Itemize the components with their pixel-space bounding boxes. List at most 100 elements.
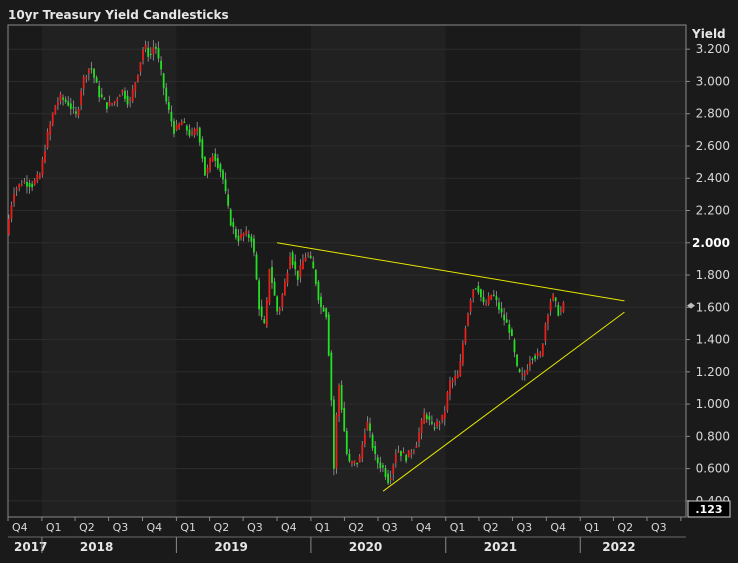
candle-body	[111, 103, 113, 105]
candle-body	[278, 308, 281, 312]
candle-body	[503, 314, 506, 321]
candle-body	[155, 46, 157, 49]
candle-body	[539, 353, 542, 356]
year-band	[41, 25, 177, 517]
x-quarter-label: Q4	[550, 521, 566, 534]
candle-body	[116, 99, 119, 102]
candle-body	[449, 380, 451, 395]
candle-body	[20, 184, 23, 186]
y-tick-label: 3.000	[696, 74, 730, 88]
candle-body	[18, 183, 21, 188]
candle-body	[454, 376, 457, 381]
candle-body	[72, 107, 75, 109]
candle-body	[283, 282, 286, 296]
candle-body	[345, 430, 348, 454]
candle-body	[178, 123, 181, 129]
candle-body	[118, 95, 121, 97]
candle-body	[384, 468, 387, 478]
y-tick-label: 2.800	[696, 107, 730, 121]
candle-body	[204, 156, 206, 176]
candle-body	[33, 180, 36, 185]
candle-body	[482, 297, 485, 303]
candle-body	[224, 179, 227, 192]
candle-body	[38, 174, 41, 179]
candle-body	[31, 183, 34, 188]
candle-body	[302, 260, 304, 270]
x-quarter-label: Q3	[113, 521, 129, 534]
candle-body	[139, 62, 142, 72]
candle-body	[162, 73, 165, 89]
candle-body	[387, 473, 389, 484]
x-year-label: 2021	[484, 540, 517, 554]
candle-body	[500, 308, 503, 313]
candle-body	[136, 74, 139, 82]
candle-body	[549, 301, 552, 312]
candle-body	[526, 369, 529, 374]
corner-label: .123	[695, 503, 722, 516]
candle-body	[193, 128, 196, 136]
candle-body	[173, 121, 175, 134]
x-quarter-label: Q2	[79, 521, 95, 534]
candle-body	[126, 95, 129, 105]
candle-body	[441, 414, 444, 421]
candle-body	[327, 314, 330, 356]
candle-body	[547, 315, 549, 324]
candle-body	[216, 157, 219, 168]
candle-body	[559, 310, 562, 313]
candle-body	[307, 254, 310, 256]
corner-box	[687, 500, 731, 518]
x-quarter-label: Q2	[214, 521, 230, 534]
candle-body	[314, 269, 317, 284]
candle-body	[423, 413, 426, 424]
y-tick-label: 2.600	[696, 139, 730, 153]
chart-title: 10yr Treasury Yield Candlesticks	[8, 8, 229, 22]
candle-body	[513, 339, 516, 353]
candle-body	[49, 123, 52, 135]
x-quarter-label: Q4	[416, 521, 432, 534]
candle-body	[443, 411, 446, 419]
candle-body	[90, 68, 93, 70]
y-tick-label: 2.200	[696, 204, 730, 218]
candle-body	[552, 294, 555, 301]
candle-body	[356, 462, 359, 465]
candle-body	[214, 153, 217, 161]
candle-body	[382, 465, 384, 468]
y-tick-label: 1.000	[696, 397, 730, 411]
candle-body	[268, 269, 271, 303]
candle-body	[36, 174, 39, 182]
candle-body	[412, 450, 415, 453]
candle-body	[240, 233, 242, 239]
candle-body	[175, 124, 178, 131]
candle-body	[325, 308, 328, 318]
candle-body	[234, 228, 237, 238]
candle-body	[379, 462, 382, 469]
candle-body	[46, 131, 49, 148]
candle-body	[100, 94, 103, 98]
candle-body	[415, 445, 418, 448]
candle-body	[371, 434, 374, 449]
candle-body	[523, 373, 526, 376]
candle-body	[474, 288, 477, 290]
candle-body	[245, 230, 248, 235]
candle-body	[82, 76, 85, 89]
candle-body	[469, 300, 472, 312]
candle-body	[232, 222, 235, 228]
candle-body	[41, 159, 44, 176]
candle-body	[369, 423, 371, 431]
candle-body	[28, 182, 31, 187]
candle-body	[536, 352, 539, 356]
candle-body	[405, 455, 408, 462]
trendline	[276, 242, 625, 302]
candle-body	[149, 53, 152, 56]
candle-body	[188, 129, 191, 136]
candle-body	[152, 47, 155, 55]
candle-body	[330, 352, 333, 401]
candle-body	[487, 296, 490, 304]
candle-body	[531, 358, 534, 361]
candle-body	[98, 85, 101, 98]
x-quarter-label: Q4	[146, 521, 162, 534]
candle-body	[557, 304, 560, 316]
candle-body	[219, 164, 222, 172]
candle-body	[418, 432, 420, 443]
year-band	[310, 25, 446, 517]
